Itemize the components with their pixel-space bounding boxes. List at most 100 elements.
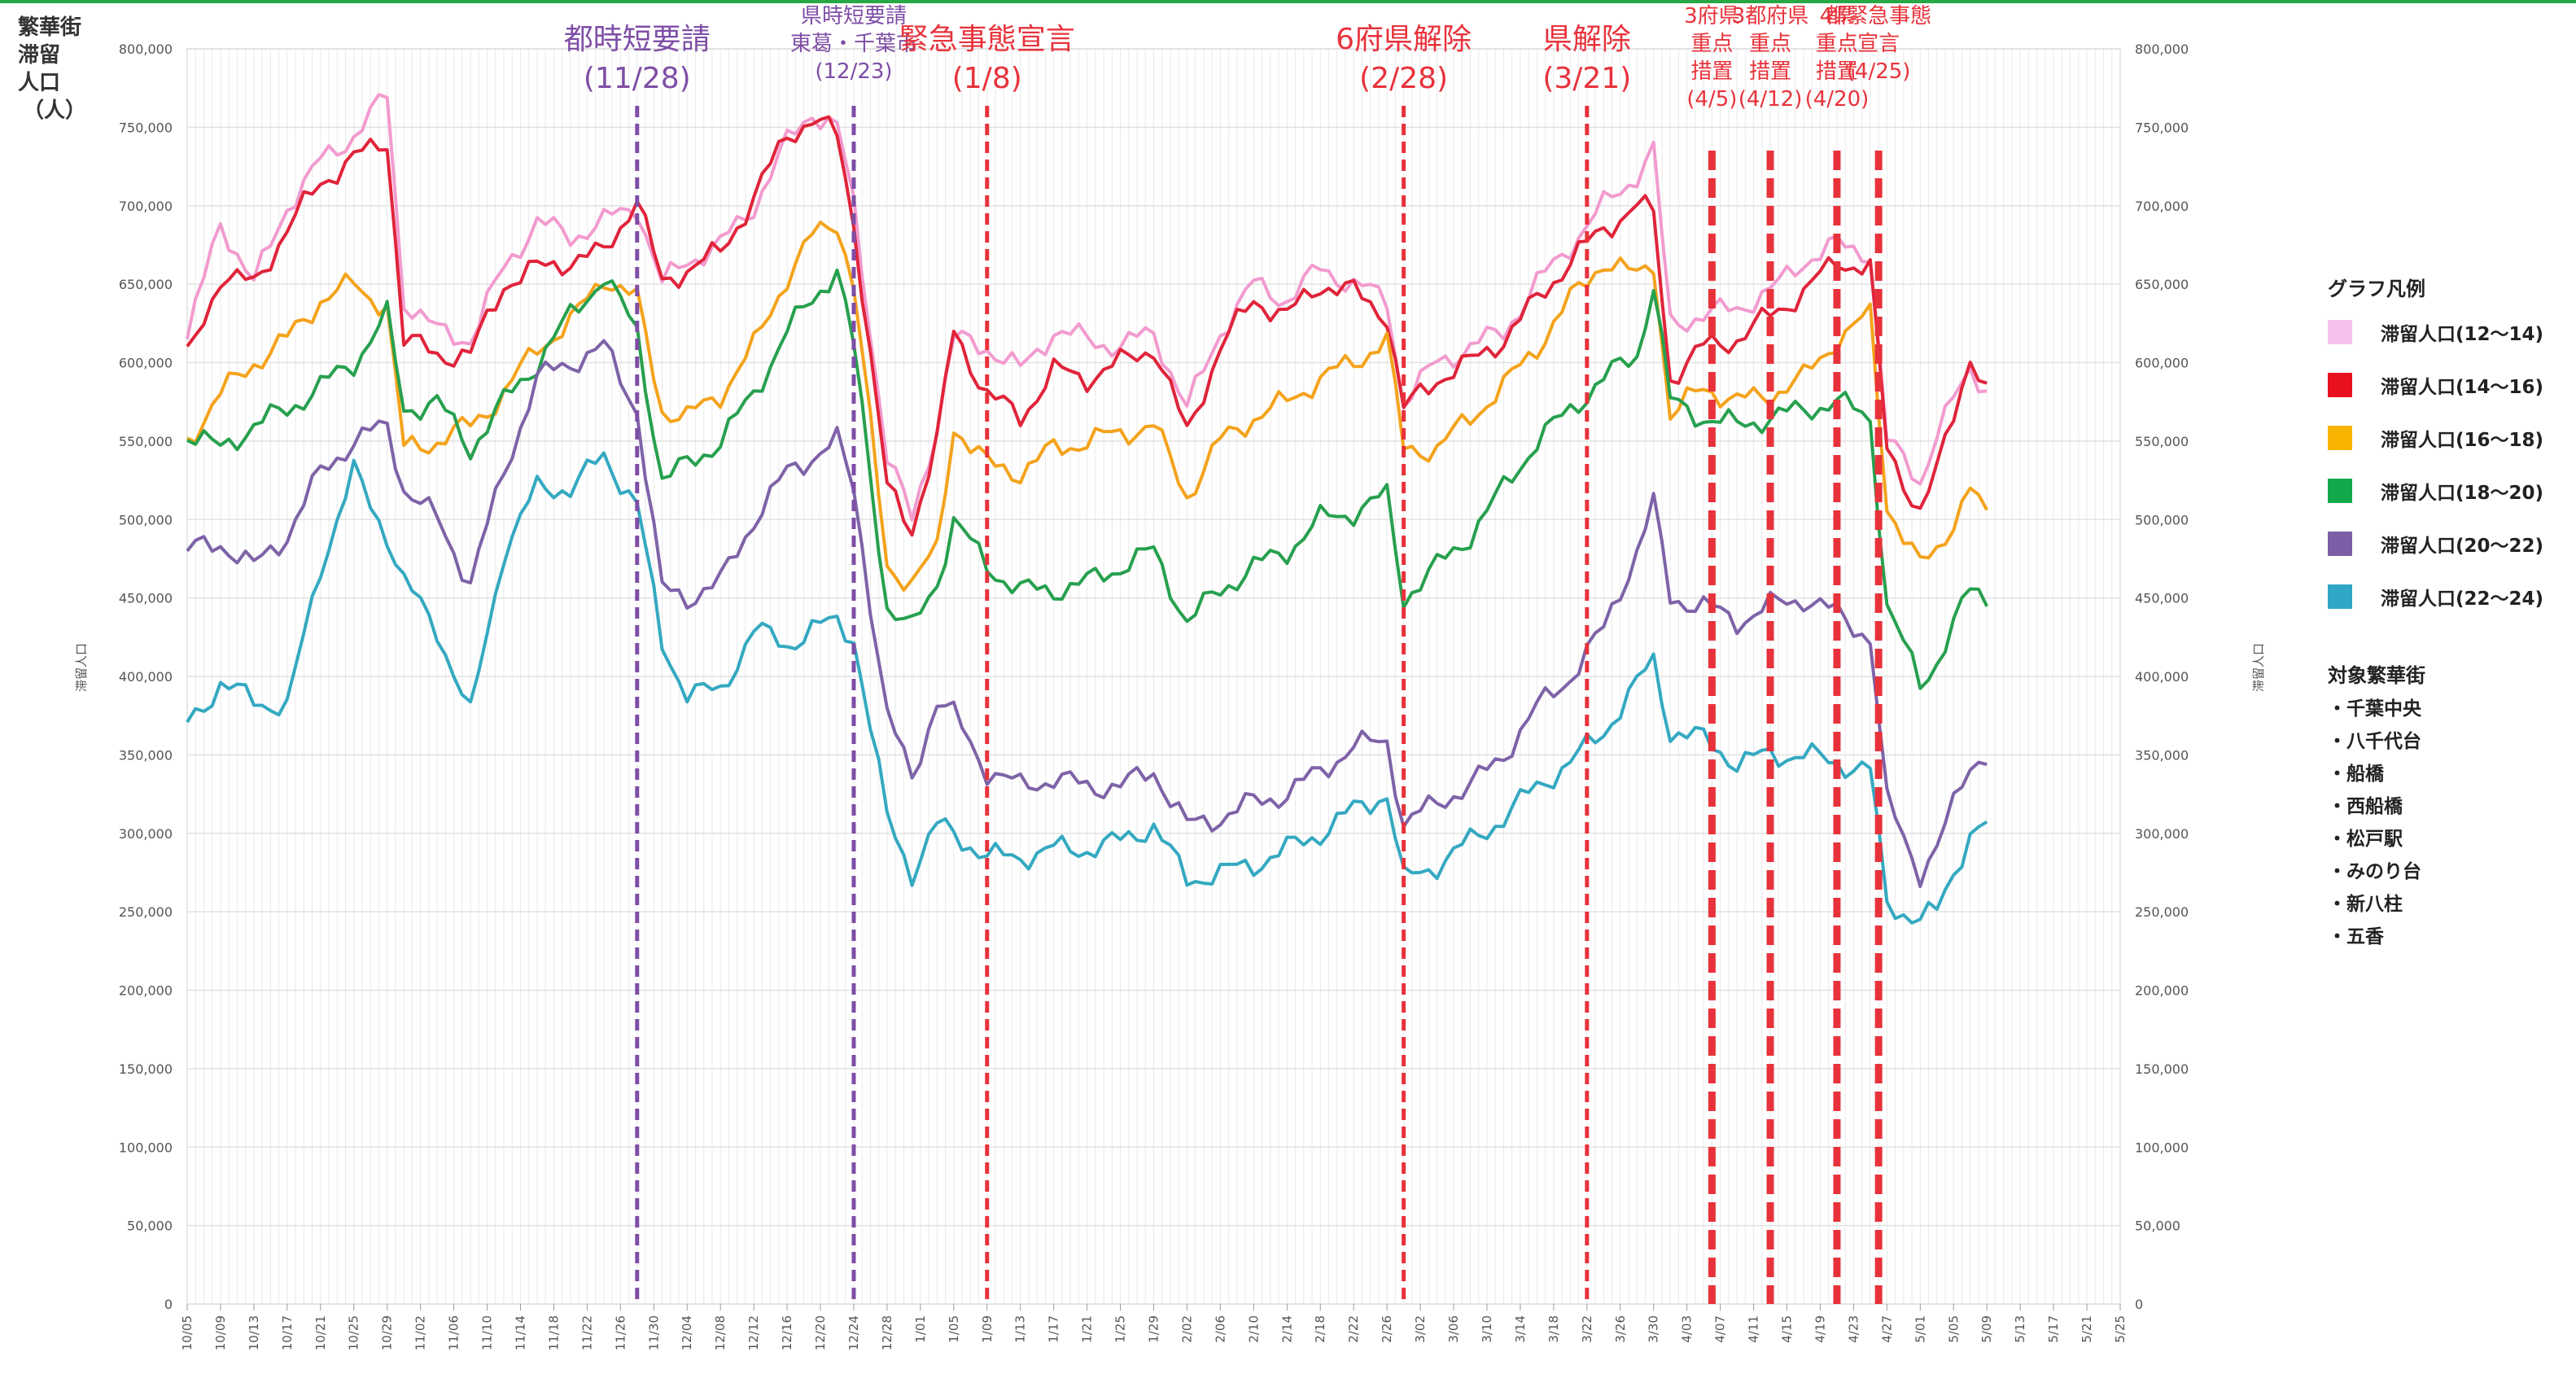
- x-tick-label: 10/09: [213, 1315, 228, 1350]
- x-tick-label: 5/21: [2080, 1315, 2094, 1343]
- event-label: 6府県解除: [1336, 23, 1472, 56]
- legend-swatch: [2328, 532, 2352, 556]
- x-tick-label: 12/12: [746, 1315, 761, 1350]
- x-tick-label: 4/11: [1747, 1315, 1761, 1343]
- event-label: 3都府県: [1732, 4, 1809, 28]
- y-tick-label-right: 50,000: [2135, 1219, 2180, 1234]
- event-label: (4/25): [1847, 59, 1911, 84]
- series-line: [186, 93, 1988, 522]
- y-tick-label-left: 450,000: [119, 591, 173, 606]
- area-item: ・西船橋: [2328, 796, 2403, 817]
- y-tick-label-right: 250,000: [2135, 904, 2189, 920]
- legend-swatch: [2328, 479, 2352, 503]
- y-tick-label-left: 650,000: [119, 277, 173, 292]
- event-label: 緊急事態宣言: [899, 23, 1075, 56]
- x-tick-label: 3/10: [1480, 1315, 1494, 1343]
- x-tick-label: 4/19: [1813, 1315, 1827, 1343]
- area-item: ・船橋: [2328, 764, 2384, 785]
- y-tick-label-left: 350,000: [119, 747, 173, 763]
- legend-swatch: [2328, 320, 2352, 344]
- x-tick-label: 11/18: [546, 1315, 561, 1350]
- x-tick-label: 3/06: [1446, 1315, 1461, 1343]
- y-tick-label-left: 400,000: [119, 669, 173, 685]
- event-label: (12/23): [815, 59, 892, 84]
- x-tick-label: 1/01: [913, 1315, 928, 1343]
- x-tick-label: 2/02: [1179, 1315, 1194, 1343]
- y-tick-label-right: 700,000: [2135, 199, 2189, 214]
- x-tick-label: 4/03: [1680, 1315, 1695, 1343]
- area-item: ・みのり台: [2328, 861, 2421, 882]
- y-tick-label-right: 650,000: [2135, 277, 2189, 292]
- x-tick-label: 12/04: [680, 1315, 694, 1350]
- x-tick-label: 4/07: [1713, 1315, 1728, 1343]
- x-tick-label: 11/22: [579, 1315, 594, 1350]
- x-tick-label: 5/17: [2046, 1315, 2061, 1343]
- x-tick-label: 2/10: [1246, 1315, 1261, 1343]
- x-tick-label: 1/29: [1147, 1315, 1161, 1343]
- y-tick-label-left: 100,000: [119, 1140, 173, 1155]
- y-axis-title-line: 繁華街: [18, 15, 81, 40]
- event-label: 宣言: [1857, 32, 1900, 56]
- x-tick-label: 12/20: [813, 1315, 828, 1350]
- y-tick-label-right: 100,000: [2135, 1140, 2189, 1155]
- x-tick-label: 4/23: [1846, 1315, 1861, 1343]
- x-tick-label: 11/30: [646, 1315, 661, 1350]
- event-label: (4/12): [1738, 87, 1803, 112]
- y-axis-title-line: 滞留: [18, 43, 60, 68]
- y-tick-label-right: 550,000: [2135, 434, 2189, 449]
- y-tick-label-left: 700,000: [119, 199, 173, 214]
- y-tick-label-left: 600,000: [119, 356, 173, 371]
- x-tick-label: 10/21: [313, 1315, 328, 1350]
- y-tick-label-right: 500,000: [2135, 512, 2189, 527]
- x-tick-label: 1/13: [1013, 1315, 1028, 1343]
- x-tick-label: 3/26: [1613, 1315, 1628, 1343]
- area-item: ・八千代台: [2328, 731, 2421, 752]
- y-axis-title-line: （人）: [23, 98, 86, 123]
- x-tick-label: 12/08: [713, 1315, 728, 1350]
- y-tick-label-left: 200,000: [119, 983, 173, 999]
- x-tick-label: 5/05: [1946, 1315, 1961, 1343]
- x-tick-label: 11/06: [447, 1315, 461, 1350]
- event-label: 3府県: [1684, 4, 1740, 28]
- series-line: [186, 115, 1988, 537]
- legend-swatch: [2328, 426, 2352, 450]
- x-tick-label: 4/15: [1780, 1315, 1795, 1343]
- y-tick-label-left: 0: [164, 1297, 173, 1312]
- x-tick-label: 5/25: [2113, 1315, 2128, 1343]
- y-tick-label-right: 750,000: [2135, 120, 2189, 135]
- legend-title: グラフ凡例: [2328, 278, 2425, 300]
- legend-label: 滞留人口(14〜16): [2381, 377, 2544, 398]
- x-tick-label: 2/06: [1213, 1315, 1227, 1343]
- event-label: 重点: [1749, 32, 1791, 56]
- event-label: 4県: [1820, 4, 1855, 28]
- event-label: (3/21): [1542, 62, 1631, 95]
- x-tick-label: 2/26: [1380, 1315, 1394, 1343]
- y-tick-label-left: 50,000: [127, 1219, 173, 1234]
- top-accent-line: [0, 0, 2576, 3]
- x-tick-label: 10/13: [247, 1315, 261, 1350]
- y-tick-label-left: 300,000: [119, 826, 173, 842]
- legend-item-14-16: 滞留人口(14〜16): [2328, 372, 2572, 398]
- event-label: 措置: [1749, 59, 1791, 84]
- area-item: ・新八柱: [2328, 894, 2403, 915]
- event-label: 県時短要請: [801, 4, 907, 28]
- x-tick-label: 1/21: [1080, 1315, 1095, 1343]
- x-tick-label: 2/14: [1279, 1315, 1294, 1343]
- event-label: (11/28): [584, 62, 691, 95]
- legend-item-20-22: 滞留人口(20〜22): [2328, 531, 2572, 557]
- y-tick-label-right: 200,000: [2135, 983, 2189, 999]
- x-tick-label: 12/16: [780, 1315, 794, 1350]
- x-tick-label: 1/17: [1047, 1315, 1061, 1343]
- y-tick-label-right: 600,000: [2135, 356, 2189, 371]
- y-axis-label-left: 滞留人口: [74, 643, 89, 692]
- legend-label: 滞留人口(16〜18): [2381, 430, 2544, 451]
- legend-label: 滞留人口(12〜14): [2381, 324, 2544, 345]
- series-line: [186, 221, 1988, 592]
- y-tick-label-right: 450,000: [2135, 591, 2189, 606]
- area-item: ・五香: [2328, 926, 2384, 947]
- y-tick-label-right: 0: [2135, 1297, 2143, 1312]
- event-label: 重点: [1690, 32, 1733, 56]
- target-areas-title: 対象繁華街: [2328, 664, 2425, 687]
- event-label: 措置: [1816, 59, 1858, 84]
- legend-label: 滞留人口(22〜24): [2381, 589, 2544, 610]
